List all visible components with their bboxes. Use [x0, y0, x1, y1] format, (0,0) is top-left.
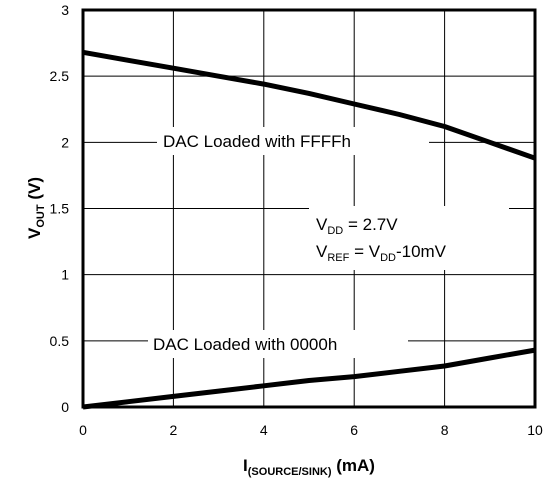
y-axis-title-sub: OUT	[35, 204, 47, 228]
y-tick-label: 2.5	[50, 68, 70, 84]
x-tick-label: 6	[350, 422, 358, 438]
y-axis-title-main: V	[25, 227, 44, 239]
lower-label-background	[148, 330, 408, 358]
y-tick-label: 0	[61, 399, 69, 415]
vref-rest: -10mV	[396, 242, 447, 261]
y-tick-label: 0.5	[50, 333, 70, 349]
y-axis-title: VOUT (V)	[25, 177, 47, 239]
x-tick-label: 2	[170, 422, 178, 438]
y-tick-label: 1	[61, 267, 69, 283]
upper-curve-label: DAC Loaded with FFFFh	[163, 132, 351, 151]
vref-mid: = V	[349, 242, 380, 261]
vref-main: V	[316, 242, 328, 261]
vref-condition: VREF = VDD-10mV	[316, 242, 447, 264]
upper-label-background	[157, 127, 429, 155]
x-tick-label: 4	[260, 422, 268, 438]
x-tick-label: 8	[441, 422, 449, 438]
y-tick-label: 3	[61, 2, 69, 18]
vdd-rest: = 2.7V	[343, 215, 398, 234]
x-tick-label: 0	[79, 422, 87, 438]
lower-curve-label: DAC Loaded with 0000h	[153, 335, 337, 354]
x-axis-title-sub: (SOURCE/SINK)	[248, 466, 332, 478]
condition-label-background	[309, 206, 509, 270]
series-ffffh-line	[82, 49, 536, 161]
y-axis-title-suffix: (V)	[25, 177, 44, 204]
x-axis-title-main: I	[243, 456, 248, 475]
y-tick-labels: 0 0.5 1 1.5 2 2.5 3	[50, 2, 70, 415]
vref-sub2: DD	[380, 252, 396, 264]
vdd-main: V	[316, 215, 328, 234]
vref-sub: REF	[327, 252, 349, 264]
vdd-sub: DD	[327, 225, 343, 237]
x-tick-labels: 0 2 4 6 8 10	[79, 422, 543, 438]
x-tick-label: 10	[527, 422, 543, 438]
y-tick-label: 2	[61, 134, 69, 150]
y-tick-label: 1.5	[50, 201, 70, 217]
x-axis-title: I(SOURCE/SINK) (mA)	[243, 456, 375, 478]
plot-frame	[81, 8, 537, 409]
vdd-condition: VDD = 2.7V	[316, 215, 398, 237]
x-axis-title-suffix: (mA)	[332, 456, 375, 475]
series-0000h-line	[82, 347, 536, 410]
